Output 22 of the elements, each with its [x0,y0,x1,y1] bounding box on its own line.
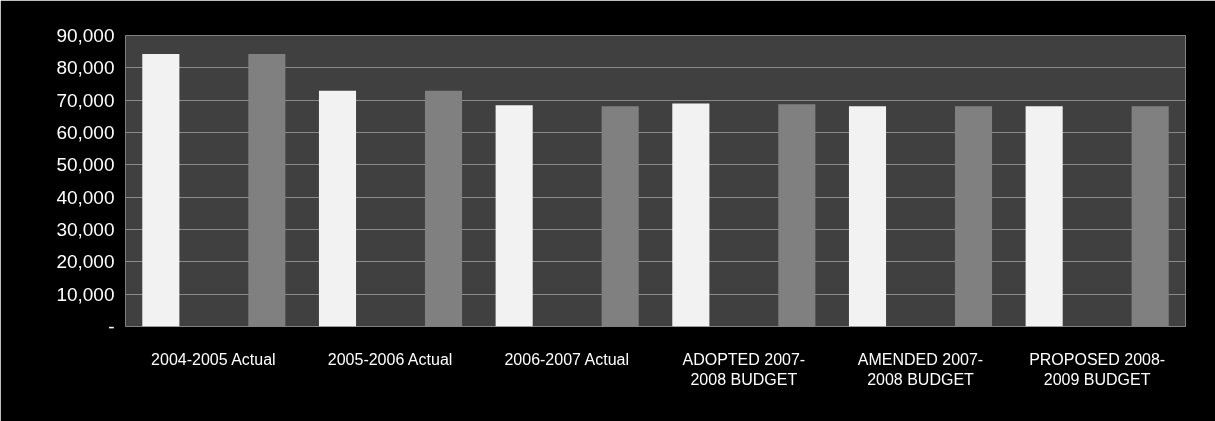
y-tick-label: 90,000 [56,25,115,46]
y-tick-label: 20,000 [56,251,115,273]
x-tick-label: 2004-2005 Actual [151,350,276,368]
x-tick-label: ADOPTED 2007-2008 BUDGET [682,350,806,388]
y-tick-label: 50,000 [56,154,115,176]
bar [848,106,887,327]
x-tick-label: 2005-2006 Actual [327,350,453,368]
x-tick-label: PROPOSED 2008-2009 BUDGET [1029,350,1166,388]
x-tick-label: AMENDED 2007-2008 BUDGET [857,350,984,388]
bar [142,53,180,327]
y-tick-label: 30,000 [56,219,115,240]
y-tick-label: - [108,316,115,337]
x-tick-label: 2006-2007 Actual [504,350,629,368]
y-tick-label: 60,000 [56,122,115,143]
y-tick-label: 10,000 [56,283,115,305]
y-tick-label: 70,000 [56,89,115,111]
bar [318,90,357,327]
y-tick-label: 80,000 [56,57,115,79]
bar [1025,106,1063,327]
bar [672,103,710,327]
bar [495,105,533,327]
y-tick-label: 40,000 [56,186,115,208]
